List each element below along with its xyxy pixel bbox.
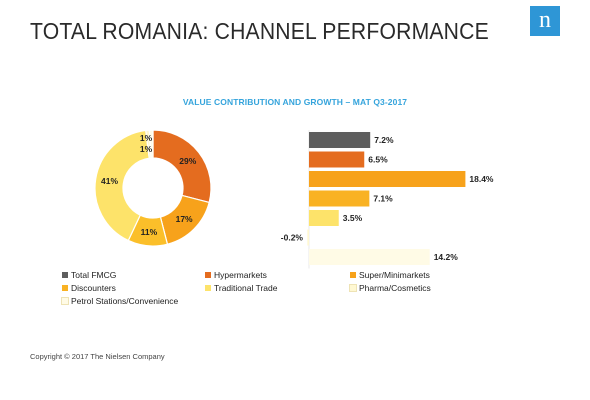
donut-label: 41% [101, 176, 118, 186]
bar-hypermarkets [309, 151, 365, 168]
slide-title: TOTAL ROMANIA: CHANNEL PERFORMANCE [30, 18, 489, 44]
donut-slice-petrol-stations-convenience [148, 129, 154, 159]
legend-label: Hypermarkets [214, 270, 267, 280]
legend-label: Super/Minimarkets [359, 270, 430, 280]
bar-petrol-stations-convenience [309, 249, 430, 265]
legend-item: Hypermarkets [205, 270, 267, 280]
legend-label: Total FMCG [71, 270, 117, 280]
legend-label: Traditional Trade [214, 283, 278, 293]
bar-label: -0.2% [281, 233, 304, 243]
bar-pharma-cosmetics [307, 229, 309, 246]
bar-super-minimarkets [309, 171, 466, 187]
bar-discounters [309, 190, 370, 207]
bar-label: 7.2% [374, 135, 394, 145]
donut-label: 11% [141, 227, 158, 237]
legend-swatch [350, 272, 356, 278]
bar-label: 14.2% [434, 252, 459, 262]
legend-item: Super/Minimarkets [350, 270, 430, 280]
copyright-text: Copyright © 2017 The Nielsen Company [30, 352, 165, 361]
donut-label: 1% [140, 144, 153, 154]
legend-item: Pharma/Cosmetics [349, 283, 431, 293]
nielsen-logo-icon: n [530, 6, 560, 36]
bar-label: 7.1% [373, 194, 393, 204]
legend-item: Discounters [62, 283, 116, 293]
legend-swatch [349, 284, 357, 292]
donut-slice-hypermarkets [152, 129, 212, 204]
legend-swatch [61, 297, 69, 305]
legend-label: Discounters [71, 283, 116, 293]
legend-swatch [205, 285, 211, 291]
logo-letter: n [539, 7, 551, 33]
legend-item: Traditional Trade [205, 283, 277, 293]
bar-label: 3.5% [343, 213, 363, 223]
legend-swatch [205, 272, 211, 278]
legend-item: Total FMCG [62, 270, 116, 280]
bar-traditional-trade [309, 210, 339, 226]
donut-label: 1% [140, 133, 153, 143]
legend-swatch [62, 285, 68, 291]
chart-title: VALUE CONTRIBUTION AND GROWTH – MAT Q3-2… [182, 97, 408, 107]
donut-label: 29% [179, 156, 196, 166]
donut-label: 17% [176, 214, 193, 224]
legend-label: Pharma/Cosmetics [359, 283, 431, 293]
bar-label: 6.5% [368, 155, 388, 165]
bar-label: 18.4% [469, 174, 494, 184]
legend-swatch [62, 272, 68, 278]
donut-slice-traditional-trade [94, 129, 150, 242]
legend-label: Petrol Stations/Convenience [71, 296, 179, 306]
bar-total-fmcg [309, 132, 371, 148]
legend-item: Petrol Stations/Convenience [61, 296, 179, 306]
